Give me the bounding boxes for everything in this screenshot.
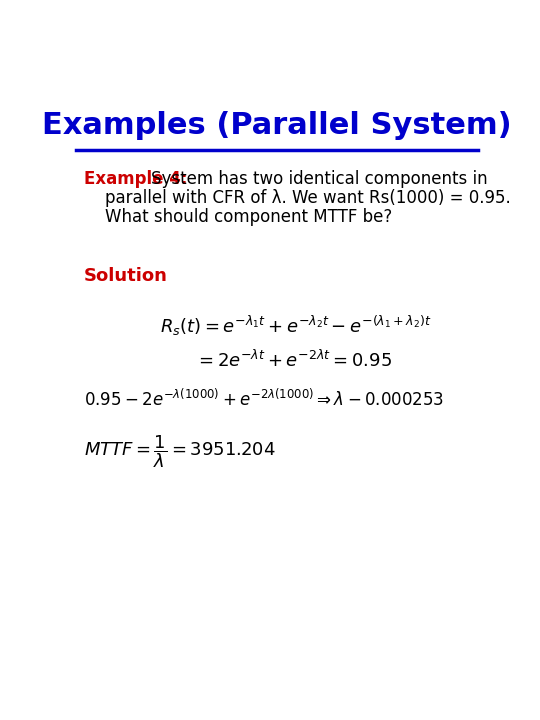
Text: Solution: Solution bbox=[84, 266, 168, 284]
Text: Example 4:: Example 4: bbox=[84, 169, 188, 187]
Text: System has two identical components in: System has two identical components in bbox=[151, 169, 488, 187]
Text: $R_s(t) = e^{-\lambda_1 t} + e^{-\lambda_2 t} - e^{-(\lambda_1+\lambda_2)t}$: $R_s(t) = e^{-\lambda_1 t} + e^{-\lambda… bbox=[160, 314, 431, 338]
Text: Examples (Parallel System): Examples (Parallel System) bbox=[42, 112, 511, 140]
Text: $= 2e^{-\lambda t} + e^{-2\lambda t} = 0.95$: $= 2e^{-\lambda t} + e^{-2\lambda t} = 0… bbox=[195, 350, 392, 371]
Text: What should component MTTF be?: What should component MTTF be? bbox=[105, 208, 393, 226]
Text: parallel with CFR of λ. We want Rs(1000) = 0.95.: parallel with CFR of λ. We want Rs(1000)… bbox=[105, 189, 511, 207]
Text: $0.95 - 2e^{-\lambda(1000)} + e^{-2\lambda(1000)} \Rightarrow \lambda - 0.000253: $0.95 - 2e^{-\lambda(1000)} + e^{-2\lamb… bbox=[84, 389, 444, 410]
Text: $MTTF = \dfrac{1}{\lambda} = 3951.204$: $MTTF = \dfrac{1}{\lambda} = 3951.204$ bbox=[84, 433, 276, 469]
